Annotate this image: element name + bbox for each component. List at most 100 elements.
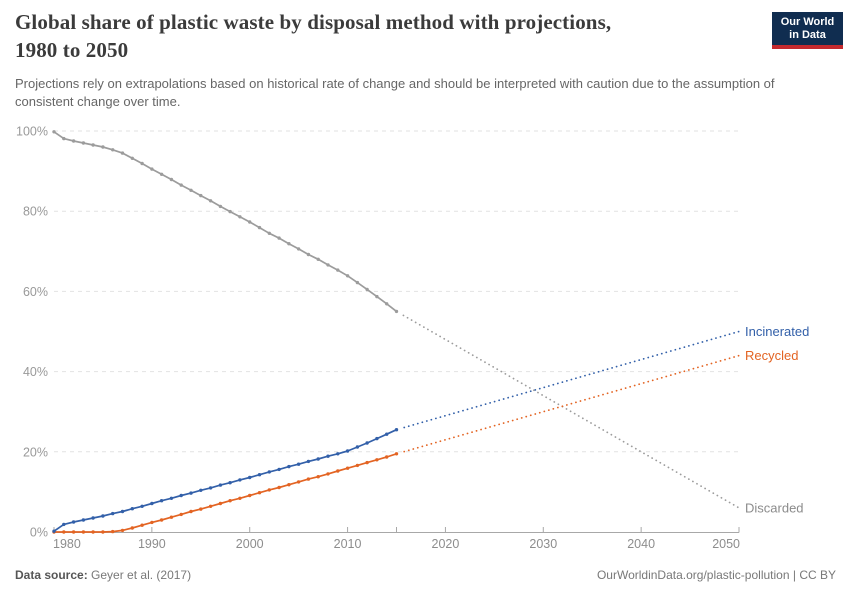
data-point-marker [267,488,271,492]
series-line-historical [53,131,398,313]
footer-divider: | [789,568,800,582]
page-title-line2: 1980 to 2050 [15,38,129,63]
data-point-marker [287,464,291,469]
data-point-marker [71,520,76,524]
data-point-marker [296,480,301,484]
series-incinerated[interactable]: Incinerated [52,324,809,533]
data-point-marker [52,130,56,134]
data-point-marker [91,516,95,520]
chart-footer: Data source: Geyer et al. (2017) OurWorl… [15,568,836,582]
data-point-marker [306,252,311,257]
series-label: Incinerated [745,324,809,339]
owid-logo-line1: Our World [780,15,835,28]
x-axis-tick-label: 1980 [53,537,81,551]
data-point-marker [326,263,330,267]
data-point-marker [101,145,105,149]
footer-license: CC BY [799,568,836,582]
data-point-marker [130,156,134,160]
data-point-marker [267,231,271,235]
data-point-marker [71,139,76,143]
data-point-marker [130,526,134,530]
data-point-marker [101,530,105,534]
data-point-marker [238,478,242,482]
data-point-marker [316,257,320,261]
data-point-marker [130,507,134,511]
data-point-marker [169,515,174,519]
owid-logo-line2: in Data [789,28,826,41]
data-point-marker [345,274,350,278]
data-point-marker [228,481,232,485]
data-point-marker [159,499,164,503]
series-label: Recycled [745,348,798,363]
data-point-marker [169,496,174,500]
data-point-marker [179,512,183,517]
series-discarded[interactable]: Discarded [52,130,804,515]
data-point-marker [257,225,262,230]
data-point-marker [208,504,213,508]
data-point-marker [238,496,242,500]
data-point-marker [336,469,340,473]
data-point-marker [375,294,379,299]
data-point-marker [345,449,350,453]
data-point-marker [336,268,340,272]
data-point-marker [287,242,291,246]
x-axis-tick-label: 2000 [236,537,264,551]
owid-logo[interactable]: Our World in Data [772,12,843,49]
data-point-marker [189,491,193,495]
data-source-value: Geyer et al. (2017) [91,568,192,582]
footer-link[interactable]: OurWorldinData.org/plastic-pollution [596,568,790,582]
data-point-marker [277,467,281,472]
data-point-marker [111,529,115,534]
data-point-marker [228,499,232,503]
data-point-marker [199,507,203,511]
data-point-marker [179,183,183,187]
y-gridlines: 0% 20% 40% 60% 80% 100% [16,125,739,540]
data-point-marker [238,215,242,219]
data-point-marker [316,457,320,461]
data-point-marker [71,530,76,534]
data-point-marker [150,167,154,171]
data-point-marker [140,161,144,166]
data-point-marker [296,462,301,466]
series-recycled[interactable]: Recycled [52,348,798,534]
data-point-marker [248,220,252,224]
y-axis-tick-label: 40% [23,365,48,379]
data-point-marker [385,302,389,306]
data-point-marker [81,141,86,145]
data-point-marker [345,466,350,470]
data-point-marker [365,460,369,465]
data-point-marker [218,501,223,506]
data-point-marker [199,488,203,492]
data-point-marker [199,193,203,198]
chart-subtitle: Projections rely on extrapolations based… [15,76,775,110]
data-point-marker [150,520,154,525]
data-point-marker [277,485,281,490]
data-point-marker [91,530,95,534]
data-point-marker [120,151,125,155]
data-point-marker [120,528,125,533]
data-point-marker [257,473,262,477]
x-axis-tick-label: 1990 [138,537,166,551]
series-line-projection [402,314,740,509]
data-point-marker [101,514,105,518]
data-point-marker [316,475,320,479]
data-point-marker [62,522,66,527]
data-point-marker [375,458,379,462]
data-point-marker [277,236,281,240]
data-point-marker [385,455,389,459]
x-axis-tick-label: 2010 [334,537,362,551]
data-point-marker [111,511,115,516]
data-point-marker [159,518,164,522]
data-point-marker [150,501,154,506]
data-point-marker [248,475,252,480]
data-point-marker [91,143,95,147]
data-point-marker [228,209,232,214]
data-point-marker [159,172,164,176]
data-point-marker [62,136,66,141]
data-point-marker [111,148,115,152]
data-point-marker [375,436,379,441]
data-point-marker [385,432,389,436]
